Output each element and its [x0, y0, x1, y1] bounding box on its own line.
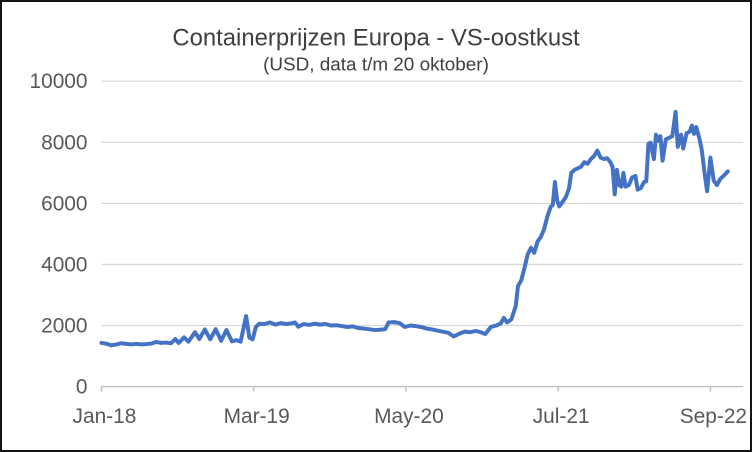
price-line-series — [99, 109, 730, 348]
y-tick-label-4000: 4000 — [41, 253, 87, 276]
x-tick-label-Sep-22: Sep-22 — [680, 405, 747, 428]
gridlines — [101, 80, 744, 327]
y-tick-label-6000: 6000 — [41, 192, 87, 215]
chart-subtitle: (USD, data t/m 20 oktober) — [263, 53, 489, 74]
x-tick-label-Mar-19: Mar-19 — [224, 405, 290, 428]
price-line — [99, 109, 730, 348]
y-tick-label-0: 0 — [76, 376, 88, 399]
y-tick-label-2000: 2000 — [41, 314, 87, 337]
y-tick-label-10000: 10000 — [29, 70, 87, 93]
chart-title: Containerprijzen Europa - VS-oostkust — [172, 25, 580, 52]
tick-labels: 0 2000 4000 6000 8000 10000 Jan-18 Mar-19 May-20… — [29, 70, 747, 428]
x-tick-label-Jul-21: Jul-21 — [533, 405, 590, 428]
y-tick-label-8000: 8000 — [41, 131, 87, 154]
x-tick-label-Jan-18: Jan-18 — [73, 405, 137, 428]
axes — [100, 385, 744, 392]
x-tick-label-May-20: May-20 — [374, 405, 444, 428]
